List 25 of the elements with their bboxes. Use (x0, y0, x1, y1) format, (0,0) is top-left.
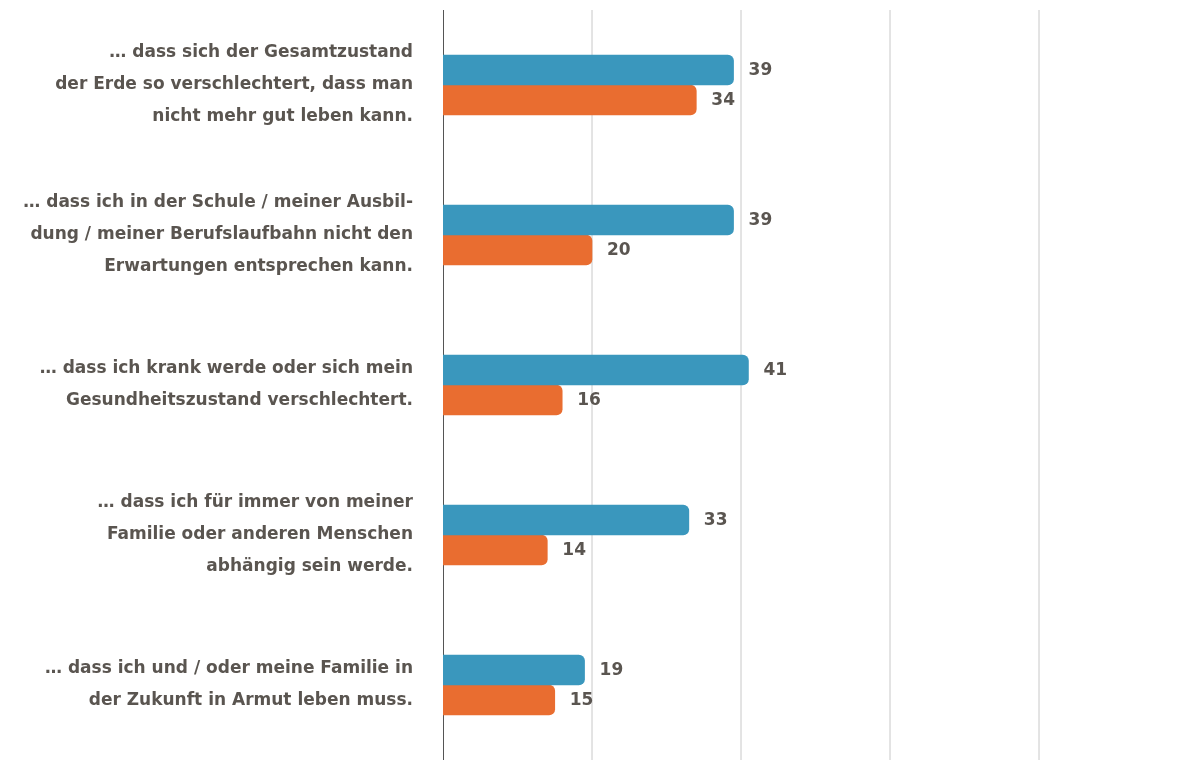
y-tick-label: … dass ich krank werde oder sich mein Gesundheitszustand verschlechtert. (39, 357, 413, 410)
data-label: 34 (711, 89, 736, 110)
bar (443, 204, 734, 236)
data-label: 19 (599, 659, 624, 680)
data-label: 20 (607, 239, 631, 260)
bar (443, 684, 556, 716)
bar (443, 534, 548, 566)
y-tick-label: … dass ich für immer von meiner Familie oder anderen Menschen abhängig sein werde. (97, 491, 414, 576)
bar (443, 234, 593, 266)
y-tick-label: … dass ich in der Schule / meiner Ausbil- dung / meiner Berufslaufbahn nicht den Erwartungen entsprechen kann. (23, 191, 413, 276)
bar (443, 654, 585, 686)
bar (443, 354, 749, 386)
data-label: 14 (562, 539, 587, 560)
data-label: 39 (748, 59, 773, 80)
bar (443, 384, 563, 416)
y-tick-label: … dass sich der Gesamtzustand der Erde so verschlechtert, dass man nicht mehr gut leben kann. (55, 41, 413, 126)
bar (443, 84, 697, 116)
bar (443, 54, 734, 86)
data-label: 33 (703, 509, 728, 530)
data-label: 39 (748, 209, 773, 230)
y-tick-label: … dass ich und / oder meine Familie in der Zukunft in Armut leben muss. (44, 657, 413, 710)
data-label: 15 (569, 689, 594, 710)
data-label: 41 (763, 359, 788, 380)
data-label: 16 (577, 389, 601, 410)
bar (443, 504, 690, 536)
